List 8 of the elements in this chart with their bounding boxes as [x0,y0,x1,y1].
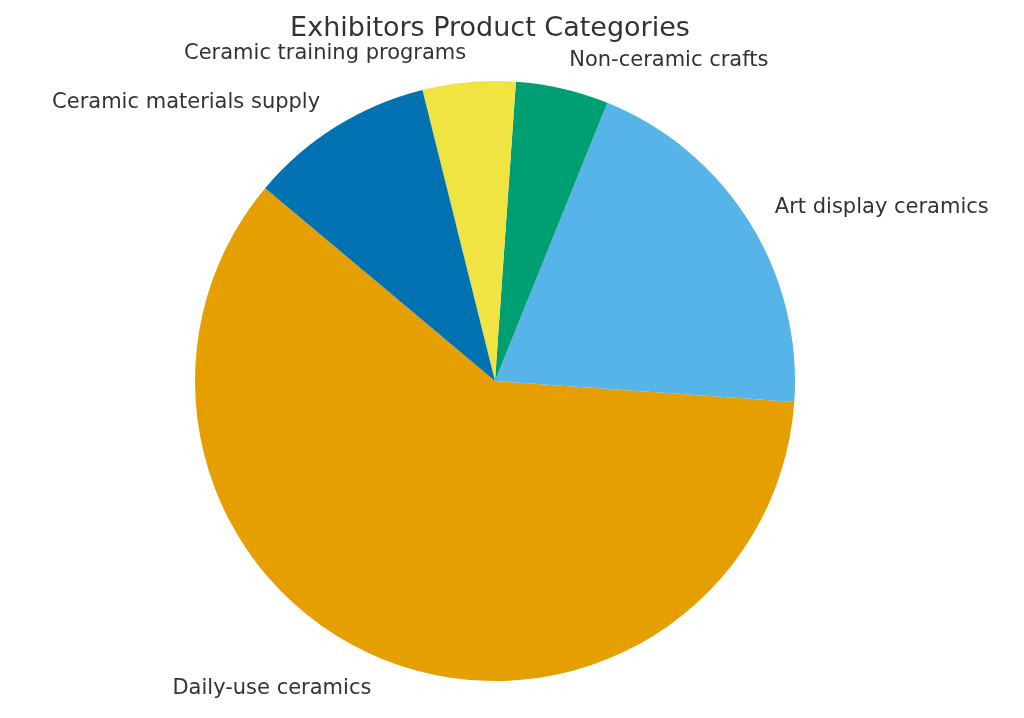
chart-title: Exhibitors Product Categories [290,10,690,42]
slice-label: Ceramic training programs [184,40,467,65]
pie-slice [422,81,516,381]
slice-label: Ceramic materials supply [52,89,321,114]
slice-label: Daily-use ceramics [172,674,372,699]
slice-label: Non-ceramic crafts [569,47,769,72]
pie-slice [495,81,608,381]
slice-label: Art display ceramics [774,194,989,219]
